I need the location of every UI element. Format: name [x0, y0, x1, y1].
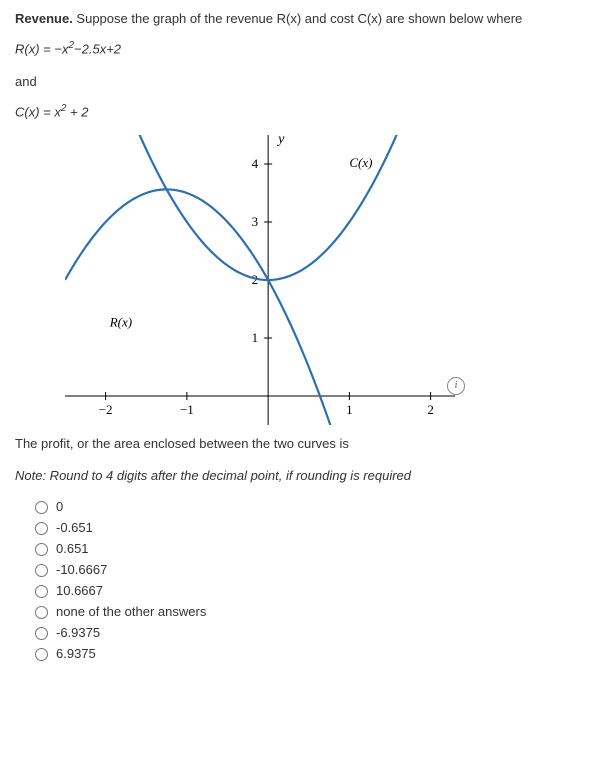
- option-radio[interactable]: [35, 564, 48, 577]
- svg-text:3: 3: [252, 214, 259, 229]
- svg-text:−1: −1: [180, 402, 194, 417]
- options: 0 -0.651 0.651 -10.6667 10.6667 none of …: [30, 498, 597, 661]
- svg-text:4: 4: [252, 156, 259, 171]
- formula-r: R(x) = −x2−2.5x+2: [15, 40, 597, 56]
- svg-text:−2: −2: [99, 402, 113, 417]
- option-radio[interactable]: [35, 522, 48, 535]
- svg-text:2: 2: [427, 402, 434, 417]
- svg-text:1: 1: [346, 402, 353, 417]
- title-bold: Revenue.: [15, 11, 73, 26]
- formula-c: C(x) = x2 + 2: [15, 103, 597, 119]
- option-label: -6.9375: [56, 625, 100, 640]
- option-label: 0.651: [56, 541, 89, 556]
- option-label: none of the other answers: [56, 604, 206, 619]
- note-text: Note: Round to 4 digits after the decima…: [15, 468, 597, 483]
- graph: −2−1121234xyR(x)C(x) i: [65, 135, 455, 425]
- and-text: and: [15, 73, 597, 91]
- option-3[interactable]: -10.6667: [30, 561, 597, 577]
- option-label: -0.651: [56, 520, 93, 535]
- option-label: 6.9375: [56, 646, 96, 661]
- question-text: The profit, or the area enclosed between…: [15, 435, 597, 453]
- option-label: -10.6667: [56, 562, 107, 577]
- info-icon[interactable]: i: [447, 377, 465, 395]
- option-radio[interactable]: [35, 627, 48, 640]
- svg-text:C(x): C(x): [349, 155, 372, 170]
- option-1[interactable]: -0.651: [30, 519, 597, 535]
- option-0[interactable]: 0: [30, 498, 597, 514]
- option-radio[interactable]: [35, 501, 48, 514]
- option-label: 10.6667: [56, 583, 103, 598]
- option-2[interactable]: 0.651: [30, 540, 597, 556]
- option-5[interactable]: none of the other answers: [30, 603, 597, 619]
- option-radio[interactable]: [35, 585, 48, 598]
- option-7[interactable]: 6.9375: [30, 645, 597, 661]
- option-radio[interactable]: [35, 648, 48, 661]
- option-4[interactable]: 10.6667: [30, 582, 597, 598]
- option-radio[interactable]: [35, 606, 48, 619]
- option-label: 0: [56, 499, 63, 514]
- title-rest: Suppose the graph of the revenue R(x) an…: [73, 11, 522, 26]
- option-radio[interactable]: [35, 543, 48, 556]
- svg-text:y: y: [276, 135, 285, 147]
- svg-text:R(x): R(x): [109, 314, 132, 329]
- svg-text:1: 1: [252, 330, 259, 345]
- option-6[interactable]: -6.9375: [30, 624, 597, 640]
